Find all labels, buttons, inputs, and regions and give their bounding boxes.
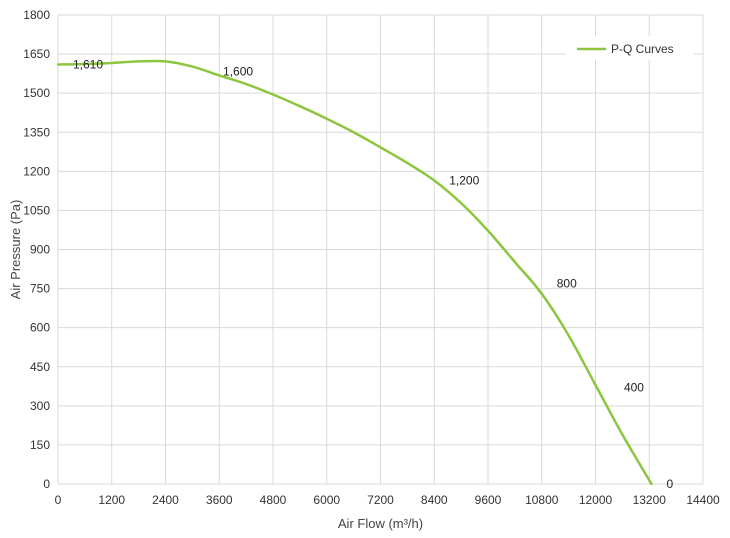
x-tick-label: 1200 [98, 493, 125, 507]
x-tick-label: 9600 [475, 493, 502, 507]
x-tick-label: 3600 [206, 493, 233, 507]
y-tick-label: 150 [30, 438, 50, 452]
y-tick-label: 750 [30, 282, 50, 296]
y-tick-label: 1350 [23, 125, 50, 139]
x-tick-label: 14400 [686, 493, 720, 507]
y-tick-label: 0 [43, 477, 50, 491]
y-tick-label: 1650 [23, 47, 50, 61]
data-label: 1,610 [73, 58, 103, 72]
y-axis-ticks: 0 150 300 450 600 750 900 1050 1200 1350 1500 1650 1… [23, 8, 50, 491]
y-tick-label: 1200 [23, 164, 50, 178]
data-label: 0 [666, 477, 673, 491]
data-label: 800 [557, 276, 577, 290]
grid-lines [57, 14, 704, 485]
data-label: 400 [624, 381, 644, 395]
data-labels: 1,610 1,600 1,200 800 400 0 [73, 58, 673, 491]
x-tick-label: 13200 [633, 493, 667, 507]
series-line-pq-curves [56, 59, 653, 486]
x-axis-title: Air Flow (m³/h) [338, 516, 423, 531]
x-tick-label: 10800 [525, 493, 559, 507]
y-tick-label: 1500 [23, 86, 50, 100]
x-tick-label: 12000 [579, 493, 613, 507]
y-tick-label: 1050 [23, 203, 50, 217]
x-axis-ticks: 0 1200 2400 3600 4800 6000 7200 8400 9600 10800 12… [55, 493, 720, 507]
x-tick-label: 8400 [421, 493, 448, 507]
x-tick-label: 2400 [152, 493, 179, 507]
x-tick-label: 4800 [260, 493, 287, 507]
series-layer [56, 59, 653, 486]
y-tick-label: 600 [30, 321, 50, 335]
x-tick-label: 7200 [367, 493, 394, 507]
legend: P-Q Curves [566, 36, 694, 60]
y-tick-label: 1800 [23, 8, 50, 22]
data-label: 1,200 [449, 173, 479, 187]
data-label: 1,600 [223, 65, 253, 79]
x-tick-label: 6000 [313, 493, 340, 507]
y-axis-title: Air Pressure (Pa) [8, 200, 23, 300]
y-tick-label: 300 [30, 399, 50, 413]
legend-label: P-Q Curves [611, 42, 674, 56]
y-tick-label: 900 [30, 243, 50, 257]
y-tick-label: 450 [30, 360, 50, 374]
x-tick-label: 0 [55, 493, 62, 507]
